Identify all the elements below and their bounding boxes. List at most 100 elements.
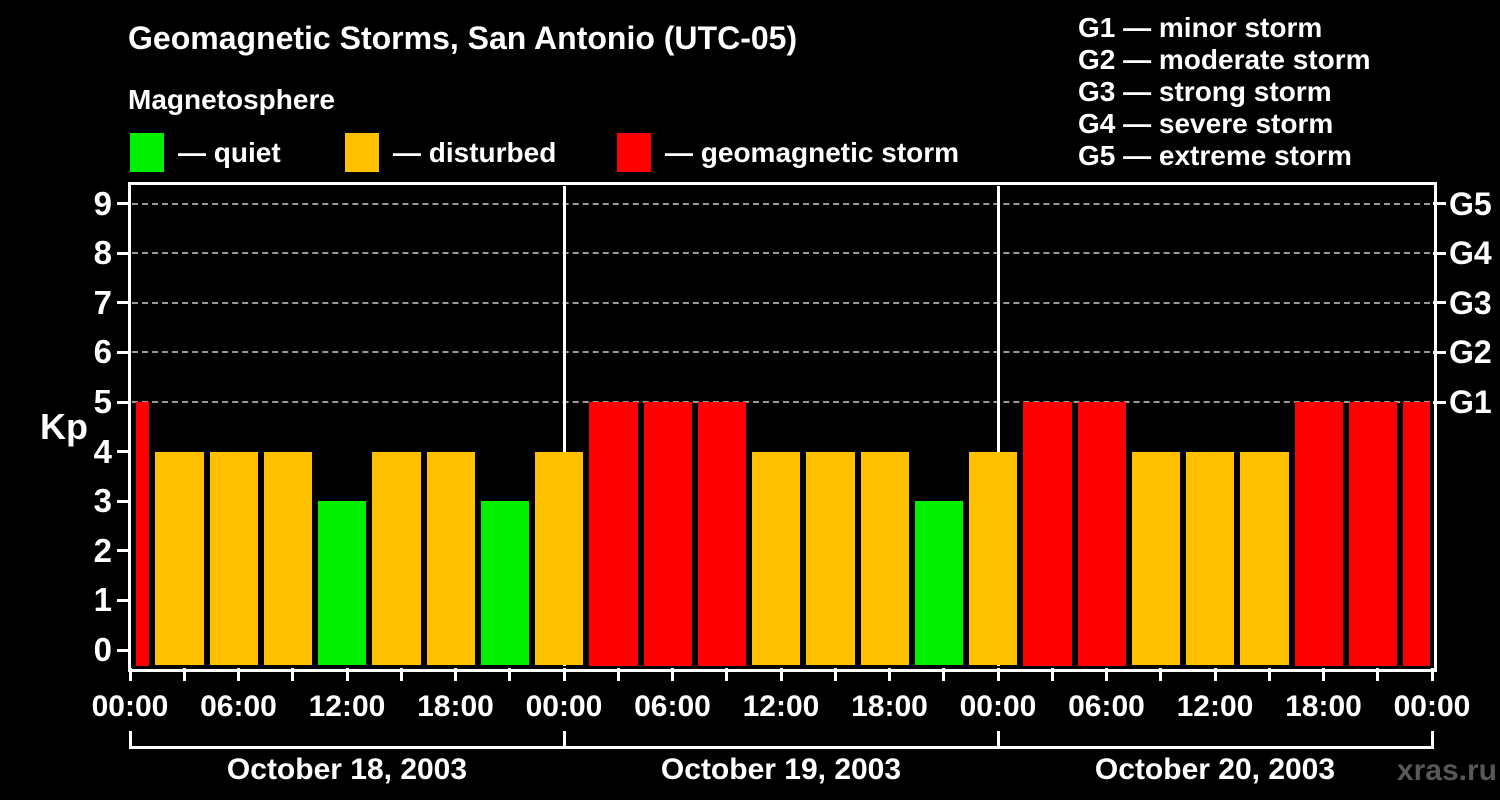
legend-storm-label: — geomagnetic storm bbox=[665, 137, 960, 168]
x-axis-label: 18:00 bbox=[851, 690, 928, 723]
kp-bar bbox=[535, 451, 584, 666]
x-axis-tick bbox=[1159, 668, 1163, 681]
kp-bar bbox=[697, 402, 747, 666]
date-label: October 19, 2003 bbox=[660, 753, 902, 786]
grid-line-kp5 bbox=[132, 401, 1430, 403]
y-axis-tick bbox=[117, 202, 130, 206]
kp-bar bbox=[136, 402, 150, 666]
storm-scale-legend: G1 — minor storm G2 — moderate storm G3 … bbox=[1078, 12, 1371, 172]
y-axis-tick bbox=[117, 499, 130, 503]
y-axis-label: 0 bbox=[93, 631, 112, 668]
grid-line-kp8 bbox=[132, 252, 1430, 255]
storm-scale-g2: G2 — moderate storm bbox=[1078, 44, 1371, 75]
storm-scale-g1: G1 — minor storm bbox=[1078, 12, 1323, 43]
y-axis-tick bbox=[117, 648, 130, 652]
x-axis-label: 18:00 bbox=[1285, 690, 1362, 723]
x-axis-tick bbox=[562, 668, 566, 681]
legend-item-storm: — geomagnetic storm bbox=[617, 133, 959, 172]
x-axis-label: 12:00 bbox=[308, 690, 386, 723]
quiet-color-swatch bbox=[130, 133, 164, 172]
kp-bar bbox=[1348, 402, 1398, 666]
g-axis-label: G3 bbox=[1449, 284, 1492, 321]
xras-watermark: xras.ru bbox=[1396, 754, 1497, 787]
x-axis-tick bbox=[996, 668, 1000, 681]
kp-bar bbox=[589, 402, 638, 666]
x-axis-label: 00:00 bbox=[959, 690, 1037, 723]
legend-item-quiet: — quiet bbox=[130, 133, 281, 172]
g-axis-tick bbox=[1433, 350, 1446, 354]
kp-bar bbox=[1294, 402, 1343, 666]
date-label: October 20, 2003 bbox=[1094, 753, 1336, 786]
y-axis-tick bbox=[117, 301, 130, 305]
kp-bar bbox=[914, 501, 964, 666]
kp-bar bbox=[1240, 451, 1289, 666]
kp-bar bbox=[806, 451, 855, 666]
grid-line-kp7 bbox=[132, 301, 1430, 304]
y-axis-tick bbox=[117, 251, 130, 255]
x-axis-tick bbox=[399, 668, 403, 681]
date-bracket-tick bbox=[128, 731, 132, 749]
x-axis-tick bbox=[671, 668, 674, 681]
kp-bar bbox=[643, 402, 692, 666]
kp-bar bbox=[969, 451, 1018, 666]
kp-bar bbox=[752, 451, 801, 666]
storm-scale-g3: G3 — strong storm bbox=[1078, 76, 1332, 107]
date-bracket-tick bbox=[1430, 731, 1434, 749]
kp-bar bbox=[1186, 451, 1235, 666]
x-axis-tick bbox=[1430, 668, 1434, 681]
y-axis-label: 9 bbox=[93, 184, 112, 222]
x-axis-tick bbox=[1105, 668, 1108, 681]
y-axis-label: 3 bbox=[93, 482, 112, 520]
x-axis-tick bbox=[182, 668, 186, 681]
x-axis-tick bbox=[1267, 668, 1271, 681]
y-axis-tick bbox=[117, 598, 130, 602]
x-axis-label: 00:00 bbox=[91, 690, 169, 723]
day-divider bbox=[996, 186, 1000, 666]
kp-bar bbox=[209, 451, 258, 666]
g-axis-tick bbox=[1433, 202, 1446, 206]
x-axis-tick bbox=[942, 668, 946, 681]
legend-quiet-label: — quiet bbox=[178, 137, 281, 168]
y-axis-tick bbox=[117, 549, 130, 553]
legend-disturbed-label: — disturbed bbox=[393, 137, 557, 168]
y-axis-label: 2 bbox=[93, 531, 112, 569]
kp-bar bbox=[1023, 402, 1072, 666]
kp-bar bbox=[318, 501, 367, 666]
kp-bar bbox=[860, 451, 909, 666]
y-axis-label: 5 bbox=[93, 383, 112, 420]
y-axis-label: 7 bbox=[93, 283, 112, 321]
y-axis-tick bbox=[117, 450, 130, 454]
x-axis-tick bbox=[779, 668, 783, 681]
y-axis-label: 6 bbox=[93, 333, 112, 371]
x-axis-tick bbox=[345, 668, 349, 681]
x-axis-tick bbox=[508, 668, 512, 681]
plot-border bbox=[128, 182, 1437, 672]
kp-bar bbox=[426, 451, 475, 666]
chart-title: Geomagnetic Storms, San Antonio (UTC-05) bbox=[128, 20, 798, 56]
x-axis-tick bbox=[833, 668, 837, 681]
grid-line-kp6 bbox=[132, 351, 1430, 354]
x-axis-tick bbox=[1050, 668, 1054, 681]
x-axis-label: 06:00 bbox=[634, 690, 711, 723]
date-bracket-line bbox=[128, 746, 1434, 749]
kp-bar bbox=[1403, 402, 1430, 666]
y-axis-tick bbox=[117, 400, 130, 404]
storm-scale-g4: G4 — severe storm bbox=[1078, 108, 1334, 139]
grid-line-kp9 bbox=[132, 202, 1430, 205]
storm-scale-g5: G5 — extreme storm bbox=[1078, 140, 1352, 171]
x-axis-tick bbox=[128, 668, 132, 681]
kp-bar bbox=[480, 501, 530, 666]
kp-bar bbox=[1077, 402, 1126, 666]
x-axis-tick bbox=[454, 668, 457, 681]
g-axis-label: G4 bbox=[1449, 235, 1492, 272]
legend-item-disturbed: — disturbed bbox=[345, 133, 556, 172]
x-axis-label: 06:00 bbox=[1068, 690, 1145, 723]
x-axis-tick bbox=[616, 668, 620, 681]
g-axis-tick bbox=[1433, 251, 1446, 255]
x-axis-tick bbox=[1322, 668, 1325, 681]
x-axis-tick bbox=[237, 668, 240, 681]
g-axis-label: G2 bbox=[1449, 334, 1492, 371]
x-axis-label: 06:00 bbox=[200, 690, 277, 723]
